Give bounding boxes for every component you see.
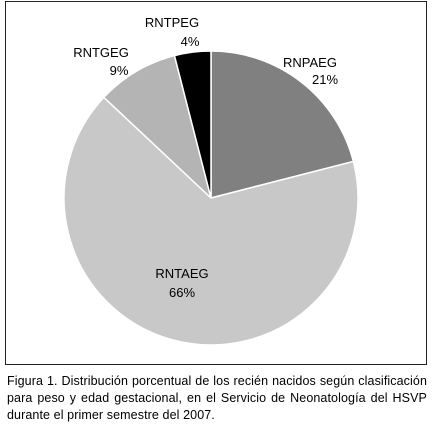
pie-slice-rntgeg xyxy=(103,54,212,199)
slice-value-rntpeg: 4% xyxy=(181,34,200,49)
slice-label-rntaeg: RNTAEG xyxy=(155,266,208,281)
slice-value-rntgeg: 9% xyxy=(110,63,129,78)
pie-slice-rntaeg xyxy=(63,96,359,346)
slice-label-rnpaeg: RNPAEG xyxy=(283,55,337,70)
pie-slice-rnpaeg xyxy=(210,50,355,199)
slice-value-rnpaeg: 21% xyxy=(312,72,338,87)
slice-value-rntaeg: 66% xyxy=(169,285,195,300)
pie-slice-rntpeg xyxy=(173,50,212,199)
figure-caption: Figura 1. Distribución porcentual de los… xyxy=(7,374,427,422)
slice-label-rntpeg: RNTPEG xyxy=(145,15,199,30)
pie-chart: RNPAEG 21% RNTAEG 66% RNTGEG 9% RNTPEG 4… xyxy=(63,15,359,346)
figure-frame: RNPAEG 21% RNTAEG 66% RNTGEG 9% RNTPEG 4… xyxy=(5,1,427,365)
pie-labels: RNPAEG 21% RNTAEG 66% RNTGEG 9% RNTPEG 4… xyxy=(73,15,338,300)
slice-label-rntgeg: RNTGEG xyxy=(73,45,129,60)
pie-slices xyxy=(63,50,359,346)
